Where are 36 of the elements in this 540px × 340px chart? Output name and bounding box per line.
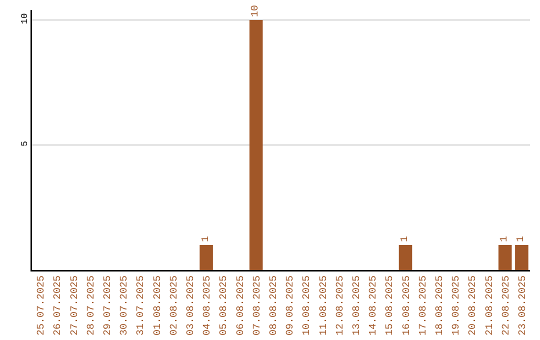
x-tick-label: 30.07.2025 (120, 276, 131, 336)
x-tick-label: 01.08.2025 (152, 276, 164, 336)
x-tick-label: 08.08.2025 (268, 276, 280, 336)
x-tick-label: 21.08.2025 (484, 276, 496, 336)
x-tick-label: 13.08.2025 (352, 276, 363, 336)
x-tick-label: 03.08.2025 (186, 276, 197, 336)
data-label: 1 (400, 236, 411, 242)
data-label: 1 (500, 236, 511, 242)
x-tick-label: 28.07.2025 (86, 276, 98, 336)
x-tick-label: 26.07.2025 (53, 276, 64, 336)
data-label: 1 (516, 236, 528, 242)
x-tick-label: 07.08.2025 (252, 276, 264, 336)
x-tick-label: 11.08.2025 (318, 276, 330, 336)
data-label: 10 (250, 4, 262, 17)
x-tick-label: 18.08.2025 (434, 276, 446, 336)
y-tick-label: 5 (20, 140, 30, 146)
x-tick-label: 19.08.2025 (452, 276, 463, 336)
x-tick-label: 12.08.2025 (335, 276, 346, 336)
x-tick-label: 06.08.2025 (236, 276, 247, 336)
x-tick-label: 23.08.2025 (518, 276, 529, 336)
x-tick-label: 15.08.2025 (385, 276, 396, 336)
x-tick-label: 10.08.2025 (302, 276, 314, 336)
x-tick-label: 05.08.2025 (219, 276, 230, 336)
x-tick-label: 04.08.2025 (202, 276, 214, 336)
x-tick-label: 31.07.2025 (136, 276, 148, 336)
x-tick-label: 16.08.2025 (402, 276, 413, 336)
data-label: 1 (200, 236, 212, 242)
x-tick-label: 22.08.2025 (501, 276, 512, 336)
x-tick-label: 29.07.2025 (102, 276, 114, 336)
x-tick-label: 25.07.2025 (36, 276, 48, 336)
x-tick-label: 09.08.2025 (286, 276, 297, 336)
x-tick-label: 14.08.2025 (368, 276, 380, 336)
x-tick-label: 20.08.2025 (468, 276, 480, 336)
x-tick-label: 02.08.2025 (169, 276, 180, 336)
x-tick-label: 27.07.2025 (70, 276, 81, 336)
x-tick-label: 17.08.2025 (418, 276, 430, 336)
